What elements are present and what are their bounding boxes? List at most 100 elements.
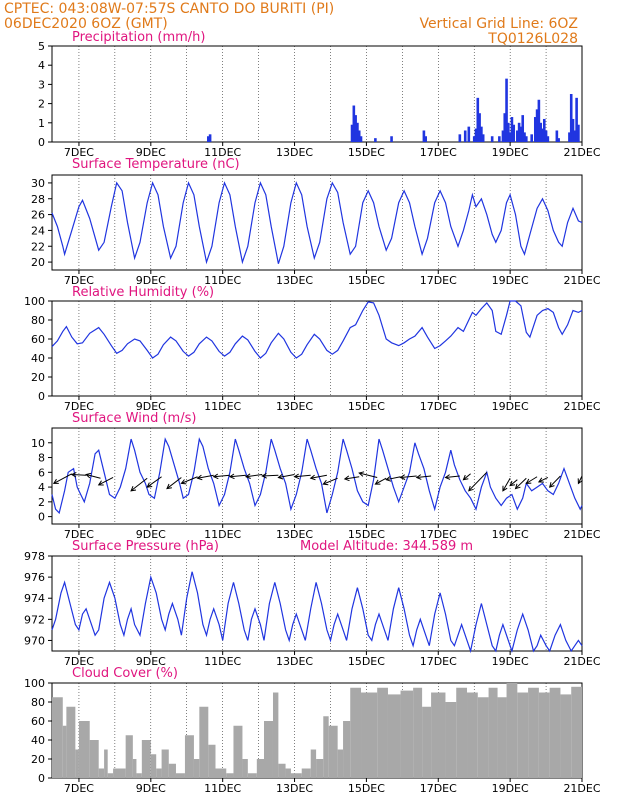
x-tick-label: 15DEC bbox=[348, 274, 385, 287]
y-tick-label: 5 bbox=[38, 40, 45, 53]
cloud-bar bbox=[242, 759, 248, 778]
y-tick-label: 2 bbox=[38, 98, 45, 111]
cloud-bar bbox=[89, 740, 99, 778]
wind-arrow bbox=[344, 476, 360, 480]
panel-5: 0 20 40 60 80 100 7DEC 9DEC 11DEC 13DEC 15DEC 17DEC… bbox=[24, 666, 601, 795]
x-tick-label: 17DEC bbox=[420, 528, 457, 541]
wind-arrow bbox=[323, 477, 338, 485]
cloud-bar bbox=[422, 706, 432, 778]
x-tick-label: 13DEC bbox=[276, 782, 313, 795]
cloud-bar bbox=[560, 694, 572, 778]
plot-frame bbox=[51, 45, 583, 143]
precip-bar bbox=[359, 136, 363, 142]
x-tick-label: 21DEC bbox=[563, 528, 600, 541]
wind-arrow-head bbox=[322, 479, 329, 486]
wind-arrow bbox=[538, 477, 549, 483]
wind-arrow bbox=[359, 472, 378, 478]
wind-arrow-head bbox=[548, 482, 555, 488]
wind-arrow-head bbox=[462, 474, 469, 481]
precip-bar bbox=[505, 78, 508, 142]
x-tick-label: 19DEC bbox=[492, 655, 529, 668]
wind-arrow-head bbox=[309, 474, 316, 481]
cloud-bar bbox=[456, 687, 468, 778]
x-tick-label: 21DEC bbox=[563, 400, 600, 413]
cloud-bar bbox=[343, 721, 351, 778]
x-tick-label: 13DEC bbox=[276, 400, 313, 413]
cloud-bar bbox=[528, 687, 539, 778]
y-tick-label: 60 bbox=[31, 715, 45, 728]
precip-bar bbox=[507, 122, 510, 142]
wind-arrow bbox=[166, 477, 182, 489]
cloud-bar bbox=[136, 773, 142, 778]
y-tick-label: 100 bbox=[24, 677, 45, 690]
precip-bar bbox=[533, 117, 537, 142]
y-tick-label: 80 bbox=[31, 314, 45, 327]
wind-arrow-head bbox=[358, 471, 365, 477]
precip-bar bbox=[357, 130, 361, 142]
wind-arrow-head bbox=[261, 472, 267, 479]
wind-arrow bbox=[181, 476, 198, 484]
x-tick-label: 19DEC bbox=[492, 400, 529, 413]
precip-bar bbox=[498, 136, 501, 142]
precip-bar bbox=[481, 134, 485, 142]
precip-bar bbox=[546, 136, 550, 142]
precip-bar bbox=[350, 124, 354, 142]
cloud-bar bbox=[264, 721, 273, 778]
precip-bar bbox=[501, 130, 505, 142]
y-tick-label: 20 bbox=[31, 371, 45, 384]
y-tick-label: 976 bbox=[24, 571, 45, 584]
wind-arrow bbox=[229, 474, 247, 478]
panel-3: 0 2 4 68 10 7DEC 9DEC 11DEC 13DEC 15DEC 17DEC 19DEC… bbox=[31, 411, 601, 541]
cloud-bar bbox=[290, 773, 302, 778]
cloud-bar bbox=[184, 735, 194, 778]
precip-bar bbox=[517, 122, 521, 142]
cloud-bar bbox=[161, 749, 169, 778]
x-tick-label: 7DEC bbox=[64, 528, 94, 541]
y-tick-label: 80 bbox=[31, 696, 45, 709]
precip-bar bbox=[352, 105, 356, 142]
y-tick-label: 0 bbox=[38, 511, 45, 524]
wind-arrow-head bbox=[130, 486, 137, 492]
cloud-bar bbox=[141, 740, 151, 778]
x-tick-label: 7DEC bbox=[64, 655, 94, 668]
wind-arrow bbox=[213, 474, 230, 478]
x-tick-label: 19DEC bbox=[492, 274, 529, 287]
wind-arrow bbox=[577, 475, 583, 484]
panel-title: Surface Pressure (hPa) bbox=[72, 539, 219, 554]
cloud-bar bbox=[272, 692, 279, 778]
run-date-header: 06DEC2020 6OZ (GMT) bbox=[4, 16, 168, 32]
wind-arrow bbox=[445, 475, 460, 478]
panel-0: 0 1 2 3 4 5 7DEC 9DEC 11DEC 13DEC 15DEC 17DEC 19DEC 2… bbox=[38, 30, 601, 159]
panel-title: Relative Humidity (%) bbox=[72, 285, 214, 300]
precip-bar bbox=[573, 130, 577, 142]
wind-arrow-head bbox=[415, 474, 422, 480]
cloud-bar bbox=[310, 749, 317, 778]
cloud-bar bbox=[517, 692, 529, 778]
wind-arrow-head bbox=[277, 473, 284, 480]
precip-bar bbox=[539, 122, 542, 142]
cloud-bar bbox=[256, 759, 264, 778]
cloud-bar bbox=[571, 686, 582, 778]
precip-bar bbox=[478, 113, 481, 142]
wind-arrow bbox=[86, 474, 101, 479]
wind-arrow bbox=[416, 475, 432, 478]
wind-arrow-head bbox=[514, 483, 521, 490]
y-tick-label: 3 bbox=[38, 78, 45, 91]
wind-arrow bbox=[400, 475, 417, 478]
y-tick-label: 1 bbox=[38, 117, 45, 130]
cloud-bar bbox=[215, 768, 227, 778]
x-tick-label: 21DEC bbox=[563, 782, 600, 795]
cloud-bar bbox=[323, 716, 329, 778]
cloud-bar bbox=[125, 735, 133, 778]
cloud-bar bbox=[467, 692, 478, 778]
precip-bar bbox=[208, 134, 212, 142]
x-tick-label: 9DEC bbox=[136, 782, 166, 795]
wind-arrow bbox=[509, 479, 518, 486]
y-tick-label: 6 bbox=[38, 466, 45, 479]
station-header: CPTEC: 043:08W-07:57S CANTO DO BURITI (P… bbox=[4, 1, 335, 17]
wind-arrow-head bbox=[212, 473, 219, 480]
wind-arrow-head bbox=[374, 479, 381, 485]
precip-bar bbox=[356, 122, 359, 142]
series-line bbox=[51, 437, 583, 515]
panel-1: 20 22 24 26 28 30 7DEC 9DEC 11DEC 13DEC 15DEC 17DEC… bbox=[31, 157, 601, 287]
